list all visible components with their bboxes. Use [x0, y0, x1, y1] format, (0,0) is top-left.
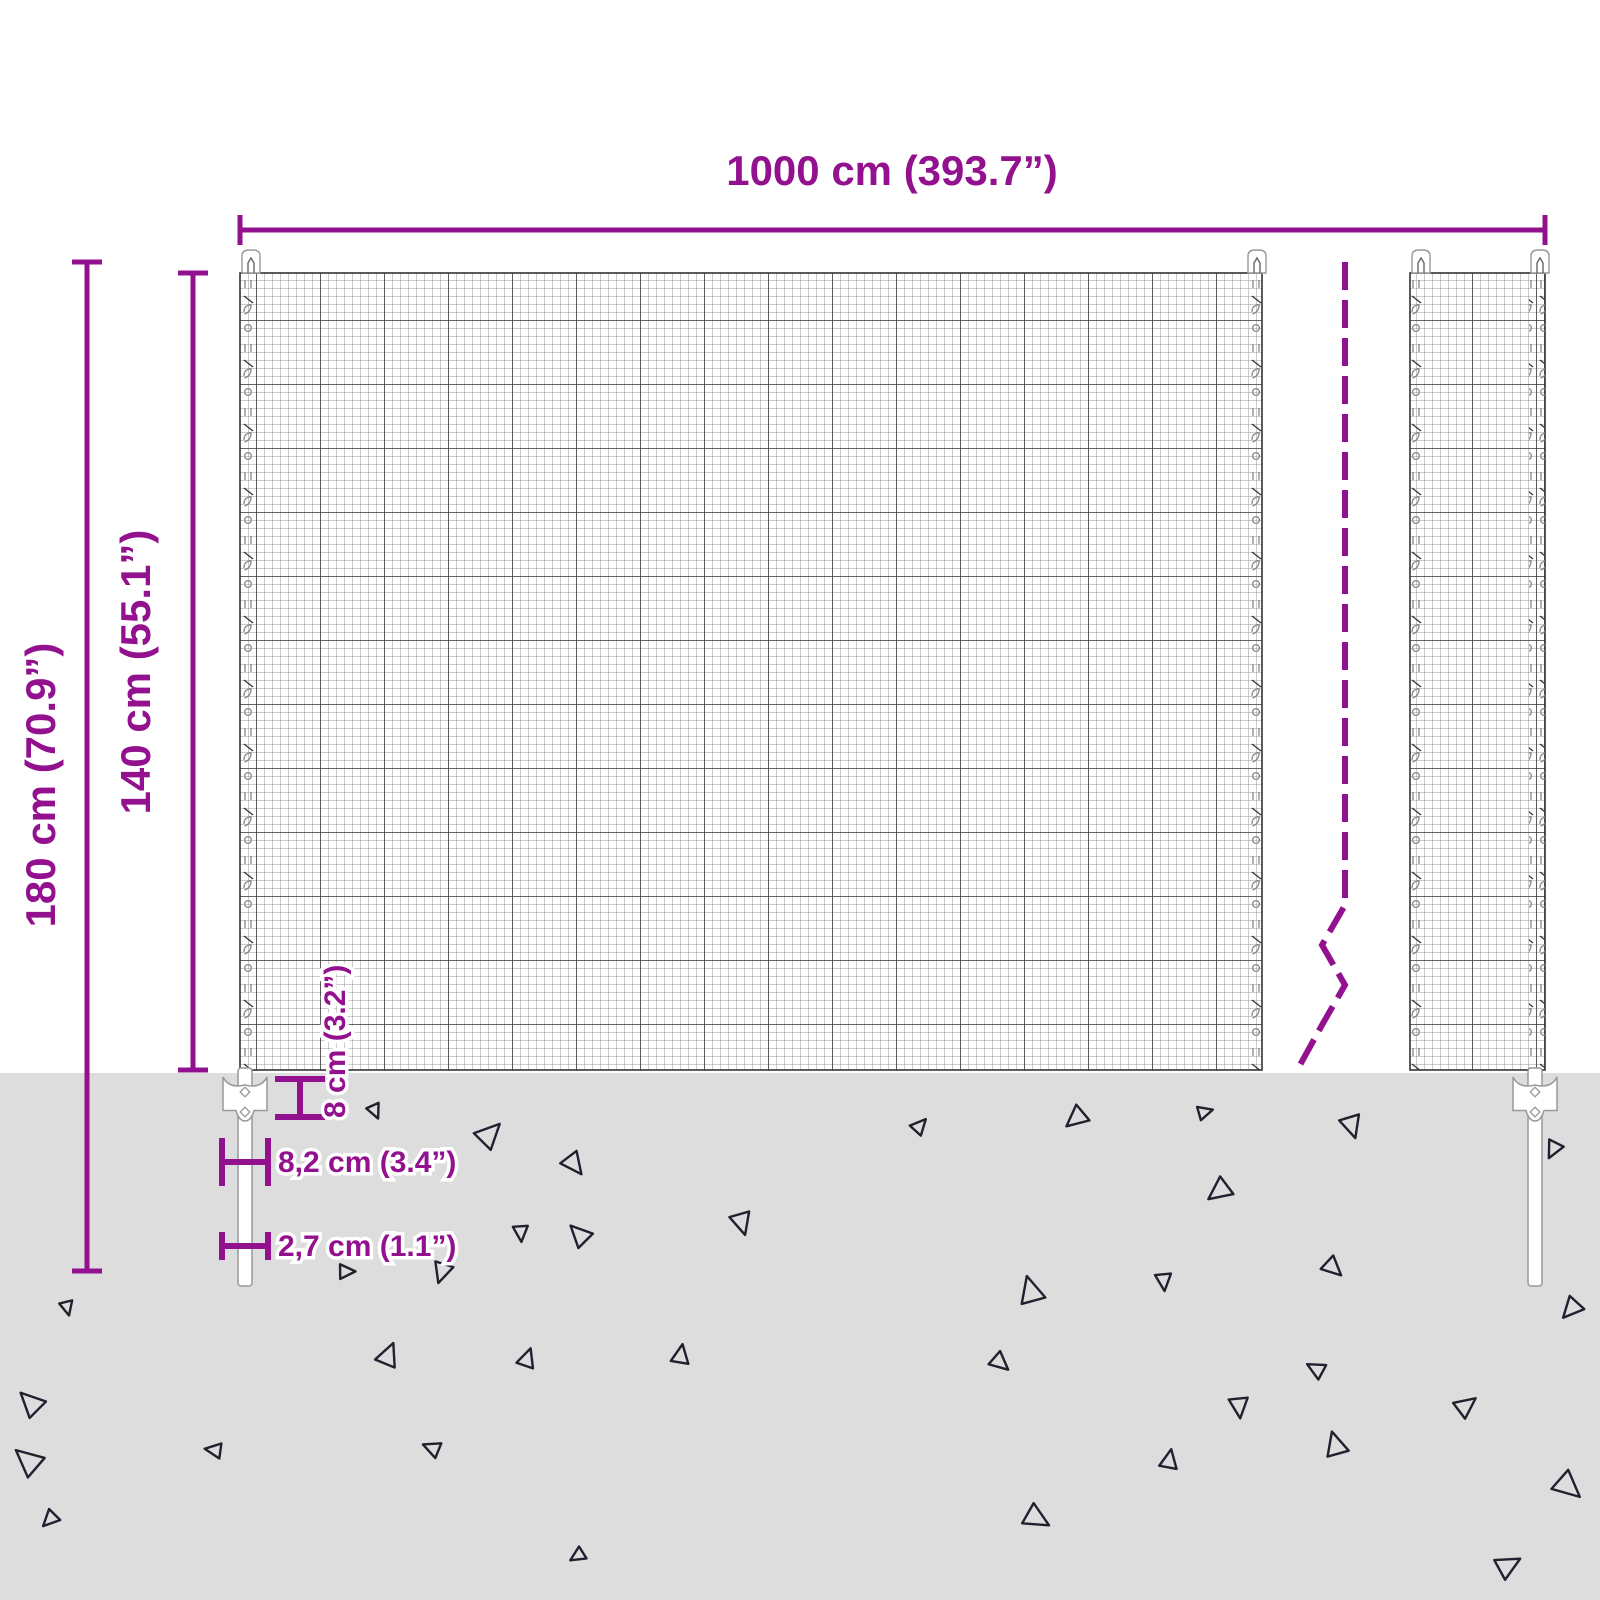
svg-text:2,7 cm (1.1”): 2,7 cm (1.1”): [278, 1230, 456, 1263]
svg-text:8 cm (3.2”): 8 cm (3.2”): [319, 965, 352, 1118]
svg-text:140 cm (55.1”): 140 cm (55.1”): [112, 530, 159, 815]
svg-text:180 cm (70.9”): 180 cm (70.9”): [17, 643, 64, 928]
svg-text:1000 cm (393.7”): 1000 cm (393.7”): [726, 147, 1058, 194]
svg-text:8,2 cm (3.4”): 8,2 cm (3.4”): [278, 1146, 456, 1179]
